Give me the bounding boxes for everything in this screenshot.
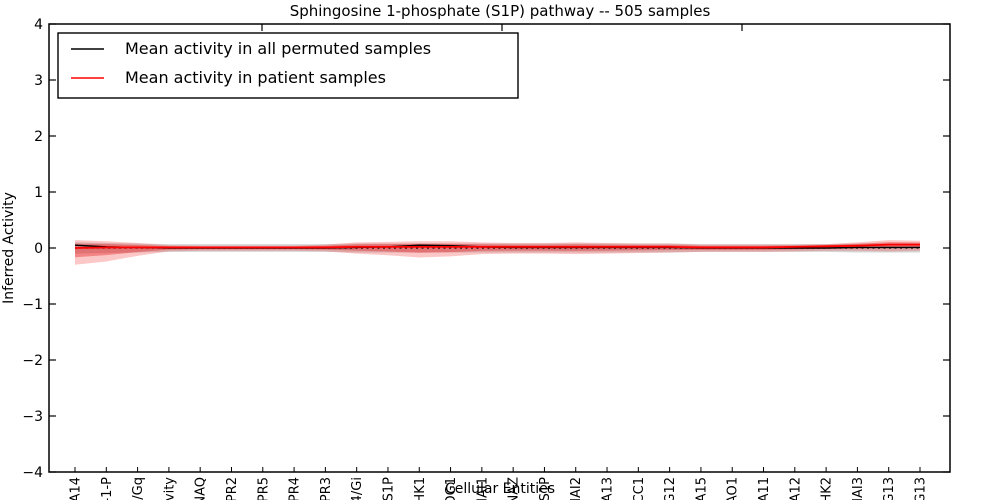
x-tick-label: mol:Sphinganine-1-P [100,477,115,500]
x-tick-label: GNAI3 [851,477,866,500]
legend-box [57,32,519,99]
x-tick-label: GNAQ [194,477,209,500]
x-tick-label: GNA15 [694,477,709,500]
x-axis-label: Cellular Entities [445,481,555,497]
x-tick-label: growth factor activity [162,477,177,500]
axis-ticks-layer [49,23,950,473]
x-tick-label: G12/G13 [914,477,929,500]
y-tick-label: −2 [22,353,43,369]
y-tick-label: 0 [34,241,43,257]
patient-samples-std-band [75,240,920,265]
chart-title: Sphingosine 1-phosphate (S1P) pathway --… [290,2,711,20]
confidence-bands-layer [75,240,920,265]
x-tick-label: S1P/S1P5/G12 [663,477,678,500]
x-tick-label: S1P/S1P4/Gi [350,477,365,500]
x-tick-label: GNA13 [601,477,616,500]
x-tick-labels: GNA14 mol:Sphinganine-1-P S1P/S1P3/Gq growt… [69,477,929,500]
x-tick-label: GNA14 [69,477,84,500]
x-tick-label: EDG1 [444,477,459,500]
y-tick-label: 2 [34,129,43,145]
x-tick-label: GNAI2 [569,477,584,500]
x-tick-label: S1PR4 [288,477,303,500]
x-tick-label: GNA12 [788,477,803,500]
x-tick-label: ABCC1 [632,477,647,500]
legend-label-patient: Mean activity in patient samples [125,68,386,87]
y-tick-labels: 4 3 2 1 0 −1 −2 −3 −4 [22,17,43,481]
x-tick-label: SPHK2 [820,477,835,500]
x-tick-label: S1P1/S1P [538,477,553,500]
x-tick-label: S1PR5 [256,477,271,500]
x-tick-label: S1PR3 [319,477,334,500]
x-tick-label: S1P/S1P3/Gq [131,477,146,500]
series-lines-layer [74,243,920,249]
y-tick-label: 4 [34,17,43,33]
y-tick-label: 1 [34,185,43,201]
x-tick-label: GNA11 [757,477,772,500]
permuted-samples-std-band [75,242,920,254]
patient-mean-line [74,243,920,249]
legend: Mean activity in all permuted samples Me… [57,32,519,99]
y-tick-label: 3 [34,73,43,89]
x-tick-label: mol:S1P [381,477,396,500]
patient-samples-std-band-inner [75,242,920,258]
x-tick-label: S1P/S1P2/G12/G13 [882,477,897,500]
y-axis-label: Inferred Activity [1,192,17,304]
y-tick-label: −1 [22,297,43,313]
x-tick-label: SPHK1 [413,477,428,500]
y-tick-label: −4 [22,465,43,481]
x-tick-label: S1PR2 [225,477,240,500]
legend-label-permuted: Mean activity in all permuted samples [125,39,431,58]
x-tick-label: GNAO1 [726,477,741,500]
x-tick-label: GNAZ [507,477,522,500]
x-tick-label: GNAI1 [475,477,490,500]
y-tick-label: −3 [22,409,43,425]
